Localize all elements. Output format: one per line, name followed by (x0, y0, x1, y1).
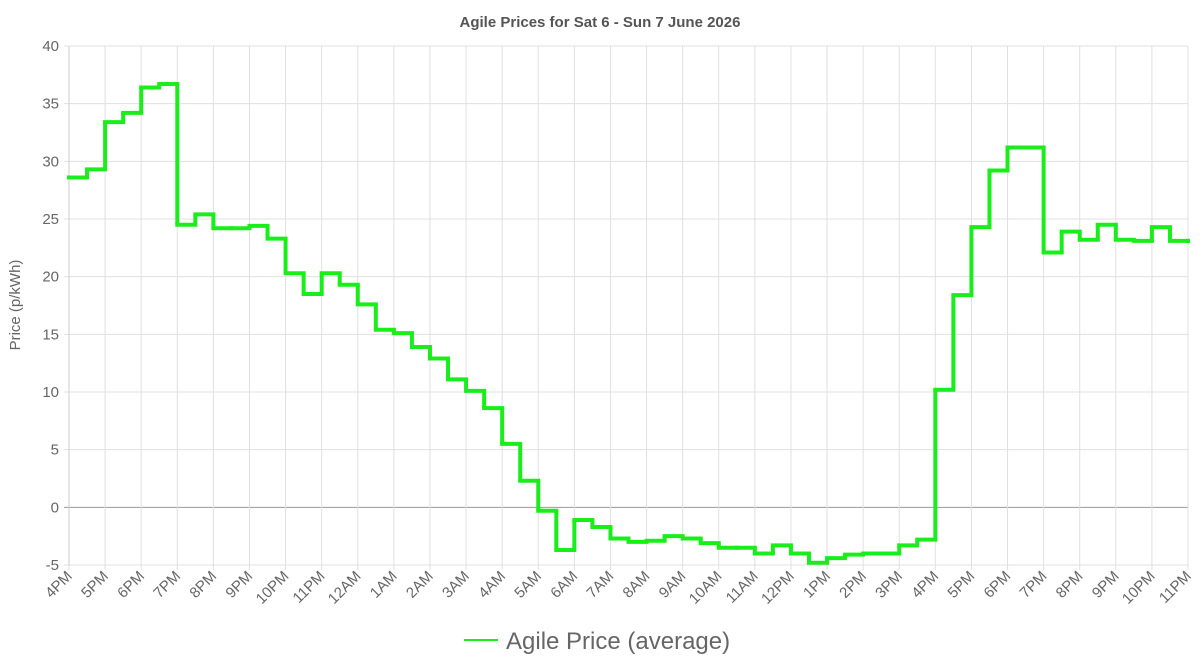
x-tick-label: 6PM (981, 568, 1015, 602)
x-tick-label: 1AM (367, 568, 401, 602)
x-tick-label: 6PM (114, 568, 148, 602)
x-tick-label: 7PM (150, 568, 184, 602)
x-tick-label: 2PM (836, 568, 870, 602)
x-tick-label: 9AM (656, 568, 690, 602)
x-tick-label: 10PM (1119, 568, 1159, 608)
x-tick-label: 10PM (253, 568, 293, 608)
x-tick-label: 11PM (1156, 568, 1195, 607)
x-tick-label: 7PM (1017, 568, 1051, 602)
x-tick-label: 9PM (222, 568, 256, 602)
x-tick-label: 9PM (1089, 568, 1123, 602)
y-tick-label: 5 (51, 442, 59, 459)
x-tick-label: 6AM (547, 568, 581, 602)
x-tick-label: 8PM (1053, 568, 1087, 602)
y-tick-label: -5 (46, 557, 59, 574)
x-tick-label: 1PM (800, 568, 834, 602)
x-tick-label: 4PM (908, 568, 942, 602)
x-tick-label: 8AM (620, 568, 654, 602)
y-tick-label: 15 (42, 326, 59, 343)
y-tick-label: 0 (51, 499, 59, 516)
x-tick-label: 5PM (78, 568, 112, 602)
x-tick-label: 11AM (723, 568, 762, 607)
x-tick-label: 7AM (583, 568, 617, 602)
y-tick-label: 10 (42, 384, 59, 401)
chart-title: Agile Prices for Sat 6 - Sun 7 June 2026 (460, 14, 741, 31)
y-tick-label: 25 (42, 211, 59, 228)
y-tick-label: 20 (42, 269, 59, 286)
y-tick-label: 35 (42, 96, 59, 113)
x-tick-label: 8PM (186, 568, 220, 602)
x-tick-label: 11PM (290, 568, 329, 607)
x-tick-label: 4AM (475, 568, 509, 602)
x-tick-label: 5PM (944, 568, 978, 602)
y-tick-label: 30 (42, 153, 59, 170)
x-tick-label: 12AM (325, 568, 365, 608)
y-axis-label: Price (p/kWh) (7, 260, 24, 351)
x-tick-label: 3AM (439, 568, 473, 602)
x-tick-label: 3PM (872, 568, 906, 602)
x-tick-label: 10AM (686, 568, 726, 608)
legend-label: Agile Price (average) (506, 628, 730, 655)
x-tick-label: 5AM (511, 568, 545, 602)
x-tick-label: 12PM (758, 568, 798, 608)
x-tick-label: 2AM (403, 568, 437, 602)
y-tick-label: 40 (42, 38, 59, 55)
